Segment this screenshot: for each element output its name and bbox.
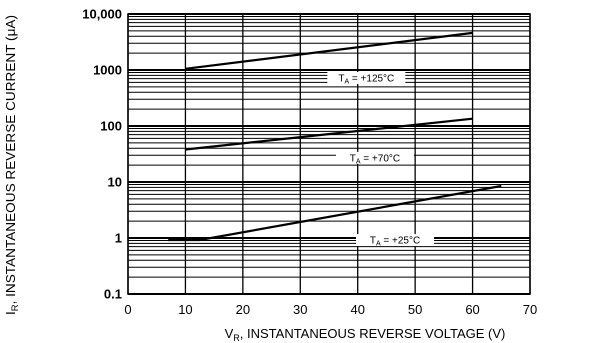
annotation-label-1: TA = +125°C (338, 73, 394, 85)
y-tick-label: 10 (108, 175, 122, 190)
annotation-label-2: TA = +70°C (350, 153, 400, 165)
y-axis-label: IR, INSTANTANEOUS REVERSE CURRENT (μA) (3, 15, 20, 315)
chart-annotations: TA = +125°C TA = +70°C TA = +25°C (327, 71, 435, 248)
x-tick-label: 70 (523, 302, 537, 317)
x-tick-label: 30 (293, 302, 307, 317)
y-axis-ticks: 0.1 1 10 100 1000 10,000 (82, 7, 122, 302)
y-axis-label-sub: R (10, 304, 20, 311)
y-axis-label-main: I (3, 311, 18, 315)
x-axis-label-main: V (225, 326, 234, 341)
series-line-3 (168, 184, 502, 242)
y-tick-label: 100 (100, 119, 122, 134)
y-tick-label: 10,000 (82, 7, 122, 22)
x-axis-label-sub: R (233, 333, 240, 343)
y-tick-label: 1000 (93, 63, 122, 78)
chart-series (168, 31, 502, 242)
x-tick-label: 40 (350, 302, 364, 317)
y-axis-label-rest: , INSTANTANEOUS REVERSE CURRENT (μA) (3, 15, 18, 304)
x-tick-label: 10 (178, 302, 192, 317)
y-tick-label: 0.1 (104, 287, 122, 302)
annotation-bg (356, 234, 435, 247)
plot-frame (127, 13, 531, 295)
x-tick-label: 60 (465, 302, 479, 317)
y-tick-label: 1 (115, 231, 122, 246)
x-tick-label: 0 (124, 302, 131, 317)
series-line-2 (185, 117, 473, 151)
x-axis-label: VR, INSTANTANEOUS REVERSE VOLTAGE (V) (225, 326, 506, 343)
x-axis-label-rest: , INSTANTANEOUS REVERSE VOLTAGE (V) (240, 326, 506, 341)
annotation-bg (327, 71, 406, 84)
chart-grid (127, 13, 531, 295)
x-tick-label: 20 (236, 302, 250, 317)
x-tick-label: 50 (408, 302, 422, 317)
annotation-label-3: TA = +25°C (370, 236, 420, 248)
series-line-1 (185, 31, 473, 70)
annotation-bg (335, 151, 414, 164)
x-axis-ticks: 0 10 20 30 40 50 60 70 (124, 302, 537, 317)
